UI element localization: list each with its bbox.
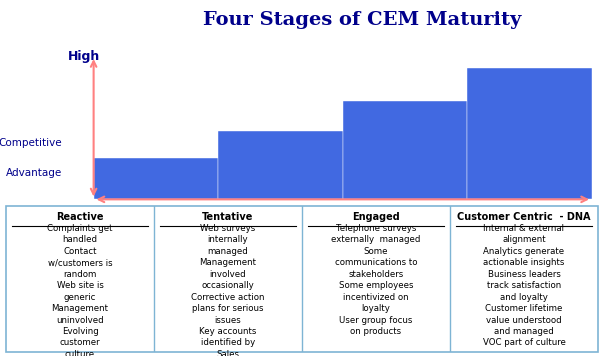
Text: Internal & external
alignment
Analytics generate
actionable insights
Business le: Internal & external alignment Analytics … <box>483 224 565 347</box>
Text: Advantage: Advantage <box>6 168 62 178</box>
Text: Web surveys
internally
managed
Management
involved
occasionally
Corrective actio: Web surveys internally managed Managemen… <box>191 224 265 356</box>
Bar <box>94 158 218 199</box>
Text: Customer Centric  - DNA: Customer Centric - DNA <box>457 212 591 222</box>
Text: High: High <box>68 50 100 63</box>
Bar <box>218 131 343 199</box>
Text: Telephone surveys
externally  managed
Some
communications to
stakeholders
Some e: Telephone surveys externally managed Som… <box>332 224 420 336</box>
Text: Engaged: Engaged <box>352 212 400 222</box>
Text: Four Stages of CEM Maturity: Four Stages of CEM Maturity <box>203 11 522 29</box>
Text: High: High <box>545 211 577 224</box>
Bar <box>467 68 592 199</box>
Text: Competitive: Competitive <box>0 138 62 148</box>
Text: Complaints get
handled
Contact
w/customers is
random
Web site is
generic
Managem: Complaints get handled Contact w/custome… <box>47 224 113 356</box>
Text: Tentative: Tentative <box>202 212 254 222</box>
Bar <box>343 101 467 199</box>
Text: Reactive: Reactive <box>56 212 104 222</box>
Text: CEM Maturity: CEM Maturity <box>295 211 390 224</box>
Text: Low: Low <box>142 211 170 224</box>
